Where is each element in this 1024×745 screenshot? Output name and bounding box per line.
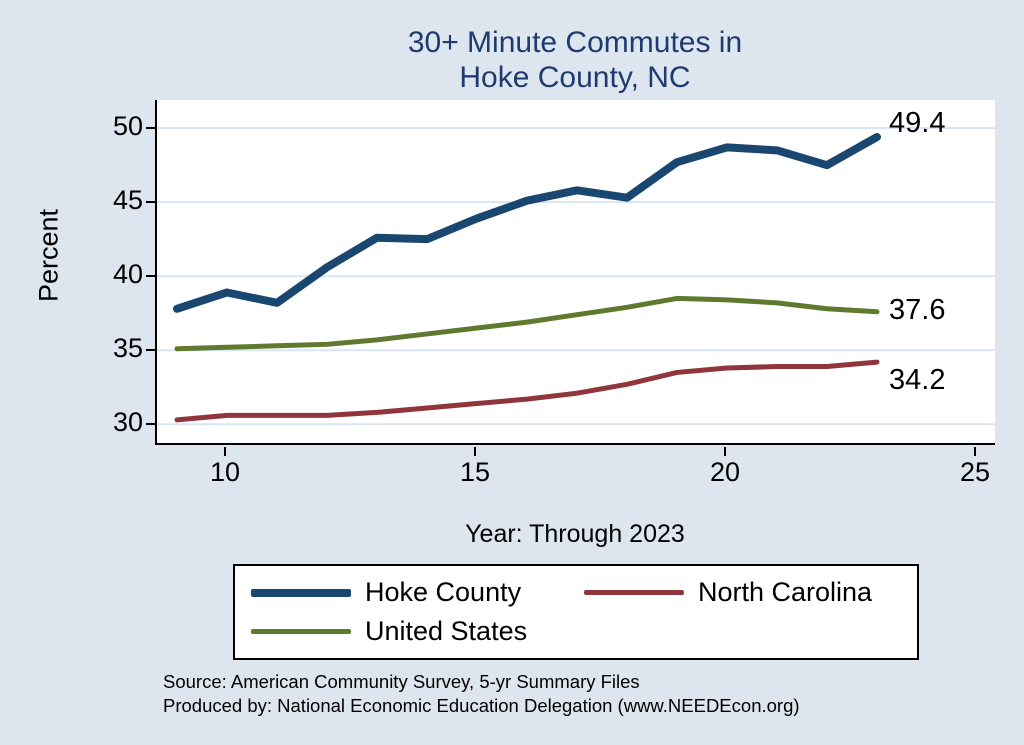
series-line <box>174 359 880 423</box>
legend-label: North Carolina <box>698 577 873 607</box>
y-tick-mark <box>146 423 155 426</box>
legend-item: North Carolina <box>584 577 917 608</box>
y-tick-label: 45 <box>112 185 143 216</box>
source-note: Source: American Community Survey, 5-yr … <box>163 670 983 718</box>
title-line-2: Hoke County, NC <box>459 60 691 94</box>
y-tick-label: 50 <box>112 111 143 142</box>
x-tick-mark <box>974 447 976 456</box>
title-line-1: 30+ Minute Commutes in <box>407 26 743 59</box>
legend-label: United States <box>365 616 528 646</box>
legend-item: Hoke County <box>251 577 584 608</box>
series-line <box>173 133 881 313</box>
y-tick-mark <box>146 127 155 130</box>
x-tick-mark <box>224 447 226 456</box>
legend-swatch <box>584 590 684 595</box>
legend-box: Hoke County North Carolina United States <box>233 564 919 660</box>
end-label: 34.2 <box>889 364 946 397</box>
end-label: 37.6 <box>889 293 946 326</box>
y-tick-mark <box>146 275 155 278</box>
x-tick-label: 20 <box>709 457 741 487</box>
y-tick-label: 35 <box>112 333 143 364</box>
series-line <box>174 295 880 352</box>
plot-svg <box>157 127 997 426</box>
x-tick-label: 15 <box>459 457 491 487</box>
plot-area <box>155 100 997 445</box>
x-tick-label: 25 <box>959 457 991 487</box>
source-note-1: Source: American Community Survey, 5-yr … <box>163 671 640 692</box>
chart-title: 30+ Minute Commutes in Hoke County, NC <box>155 26 995 95</box>
y-tick-label: 30 <box>112 407 143 438</box>
x-tick-mark <box>474 447 476 456</box>
x-tick-label: 10 <box>209 457 241 487</box>
end-label: 49.4 <box>889 107 946 140</box>
source-note-2: Produced by: National Economic Education… <box>163 695 800 717</box>
legend-label: Hoke County <box>365 577 522 607</box>
legend-swatch <box>251 588 351 597</box>
legend-item: United States <box>251 616 584 647</box>
y-tick-mark <box>146 349 155 352</box>
x-tick-mark <box>724 447 726 456</box>
y-tick-label: 40 <box>112 259 143 290</box>
y-axis-title: Percent <box>33 208 64 303</box>
legend-swatch <box>251 629 351 634</box>
x-axis-title: Year: Through 2023 <box>465 520 685 548</box>
y-tick-mark <box>146 201 155 204</box>
